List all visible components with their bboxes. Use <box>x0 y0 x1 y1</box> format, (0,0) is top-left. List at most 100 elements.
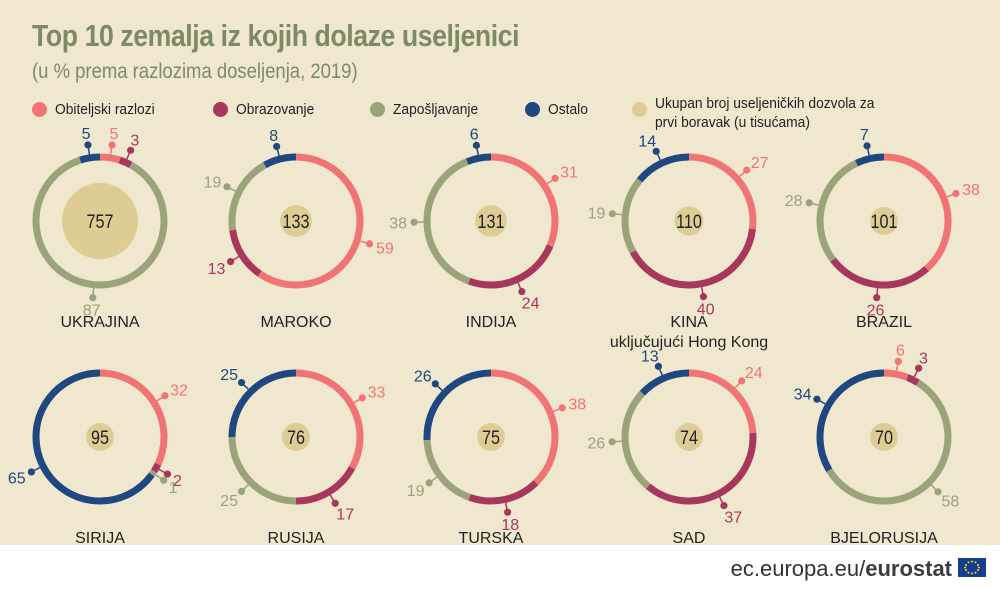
country-name: RUSIJA <box>268 530 325 545</box>
donut-segment-family <box>883 153 952 272</box>
value-label-other: 34 <box>794 386 812 403</box>
value-label-education: 18 <box>501 517 519 534</box>
legend-label-other: Ostalo <box>548 101 588 118</box>
chart-title: Top 10 zemalja iz kojih dolaze useljenic… <box>32 18 520 53</box>
total-value: 95 <box>91 427 109 449</box>
total-bubble <box>86 423 114 451</box>
donut-segment-other <box>263 153 297 169</box>
country-name: MAROKO <box>260 314 331 331</box>
total-bubble <box>674 206 704 236</box>
leader-dot-education <box>518 287 526 296</box>
leader-dot-other <box>84 141 92 149</box>
donut-segment-employment <box>148 469 157 477</box>
donut-segment-other <box>228 369 297 438</box>
donut-segment-education <box>229 229 262 277</box>
donut-segment-employment <box>423 439 471 501</box>
donut-segment-family <box>688 369 757 434</box>
leader-dot-education <box>699 293 708 301</box>
value-label-employment: 25 <box>220 493 238 510</box>
footer-site: ec.europa.eu/ <box>730 556 866 581</box>
footer-brand: eurostat <box>865 556 952 581</box>
donut-charts: 5 3875757UKRAJINA5913198133MAROKO31243861… <box>8 126 980 545</box>
country-name: INDIJA <box>466 314 517 331</box>
leader-dot-education <box>873 294 881 302</box>
donut-segment-family <box>883 369 909 381</box>
leader-dot-other <box>813 395 821 403</box>
value-label-employment: 19 <box>588 206 606 223</box>
leader-dot-employment <box>237 487 246 496</box>
leader-dot-education <box>720 502 728 510</box>
leader-dot-family <box>358 394 366 402</box>
leader-dot-employment <box>160 476 168 484</box>
value-label-family: 31 <box>560 165 578 182</box>
donut-segment-employment <box>423 158 471 285</box>
country-name: KINA <box>670 314 708 331</box>
value-label-employment: 1 <box>169 480 178 497</box>
leader-dot-employment <box>934 488 942 496</box>
total-value: 70 <box>875 427 893 449</box>
country-name: BRAZIL <box>856 314 912 331</box>
value-label-other: 25 <box>220 367 238 384</box>
total-value: 133 <box>283 211 310 233</box>
donut-segment-family <box>99 153 121 164</box>
country-name-subtitle: uključujući Hong Kong <box>610 334 768 351</box>
leader-dot-family <box>952 189 960 198</box>
legend-label-family: Obiteljski razlozi <box>55 101 155 118</box>
legend-swatch-employment <box>370 102 385 117</box>
donut-segment-employment <box>228 162 267 231</box>
donut-segment-other <box>32 369 155 505</box>
total-value: 75 <box>482 427 500 449</box>
total-value: 74 <box>680 427 698 449</box>
value-label-other: 8 <box>269 128 278 145</box>
value-label-employment: 26 <box>587 436 605 453</box>
donut-segment-education <box>905 374 920 386</box>
donut-segment-education <box>629 228 756 289</box>
donut-segment-education <box>468 480 539 505</box>
donut-segment-other <box>639 369 690 396</box>
value-label-family: 33 <box>368 385 386 402</box>
legend-other: Ostalo <box>525 100 591 119</box>
legend-label-employment: Zapošljavanje <box>393 101 479 118</box>
value-label-education: 3 <box>919 351 928 368</box>
eu-flag-icon <box>958 558 986 577</box>
value-label-other: 13 <box>641 348 659 365</box>
leader-dot-other <box>472 141 481 149</box>
donut-segment-family <box>99 369 168 466</box>
value-label-education: 13 <box>208 261 226 278</box>
value-label-family: 27 <box>751 155 769 172</box>
donut-segment-family <box>257 153 364 289</box>
leader-dot-family <box>894 357 902 365</box>
value-label-other: 7 <box>860 127 869 144</box>
value-label-employment: 38 <box>389 215 407 232</box>
donut-segment-education <box>295 466 356 505</box>
total-value: 757 <box>87 211 114 233</box>
legend-family: Obiteljski razlozi <box>32 100 163 119</box>
legend-swatch-family <box>32 102 47 117</box>
value-label-other: 14 <box>638 133 656 150</box>
value-label-employment: 58 <box>941 493 959 510</box>
chart-panel <box>0 0 1000 545</box>
value-label-family: 5 <box>109 126 118 143</box>
total-bubble <box>280 205 312 237</box>
value-label-family: 38 <box>962 182 980 199</box>
donut-segment-family <box>490 153 559 248</box>
total-value: 101 <box>871 211 898 233</box>
leader-dot-employment <box>425 479 433 487</box>
country-name: SIRIJA <box>75 530 125 545</box>
donut-segment-employment <box>32 156 168 289</box>
value-label-family: 59 <box>376 240 394 257</box>
donut-segment-employment <box>826 379 952 505</box>
total-value: 110 <box>676 211 702 233</box>
value-label-employment: 28 <box>785 193 803 210</box>
donut-segment-other <box>854 153 885 167</box>
value-label-employment: 19 <box>407 483 425 500</box>
total-bubble <box>870 207 898 235</box>
leader-dot-family <box>558 404 566 412</box>
legend-label-education: Obrazovanje <box>236 101 315 118</box>
leader-dot-employment <box>89 294 97 302</box>
value-label-education: 24 <box>522 296 540 313</box>
donut-segment-education <box>645 432 757 505</box>
value-label-other: 26 <box>414 369 432 386</box>
legend-label-total: Ukupan broj useljeničkih dozvola za prvi… <box>655 95 875 131</box>
